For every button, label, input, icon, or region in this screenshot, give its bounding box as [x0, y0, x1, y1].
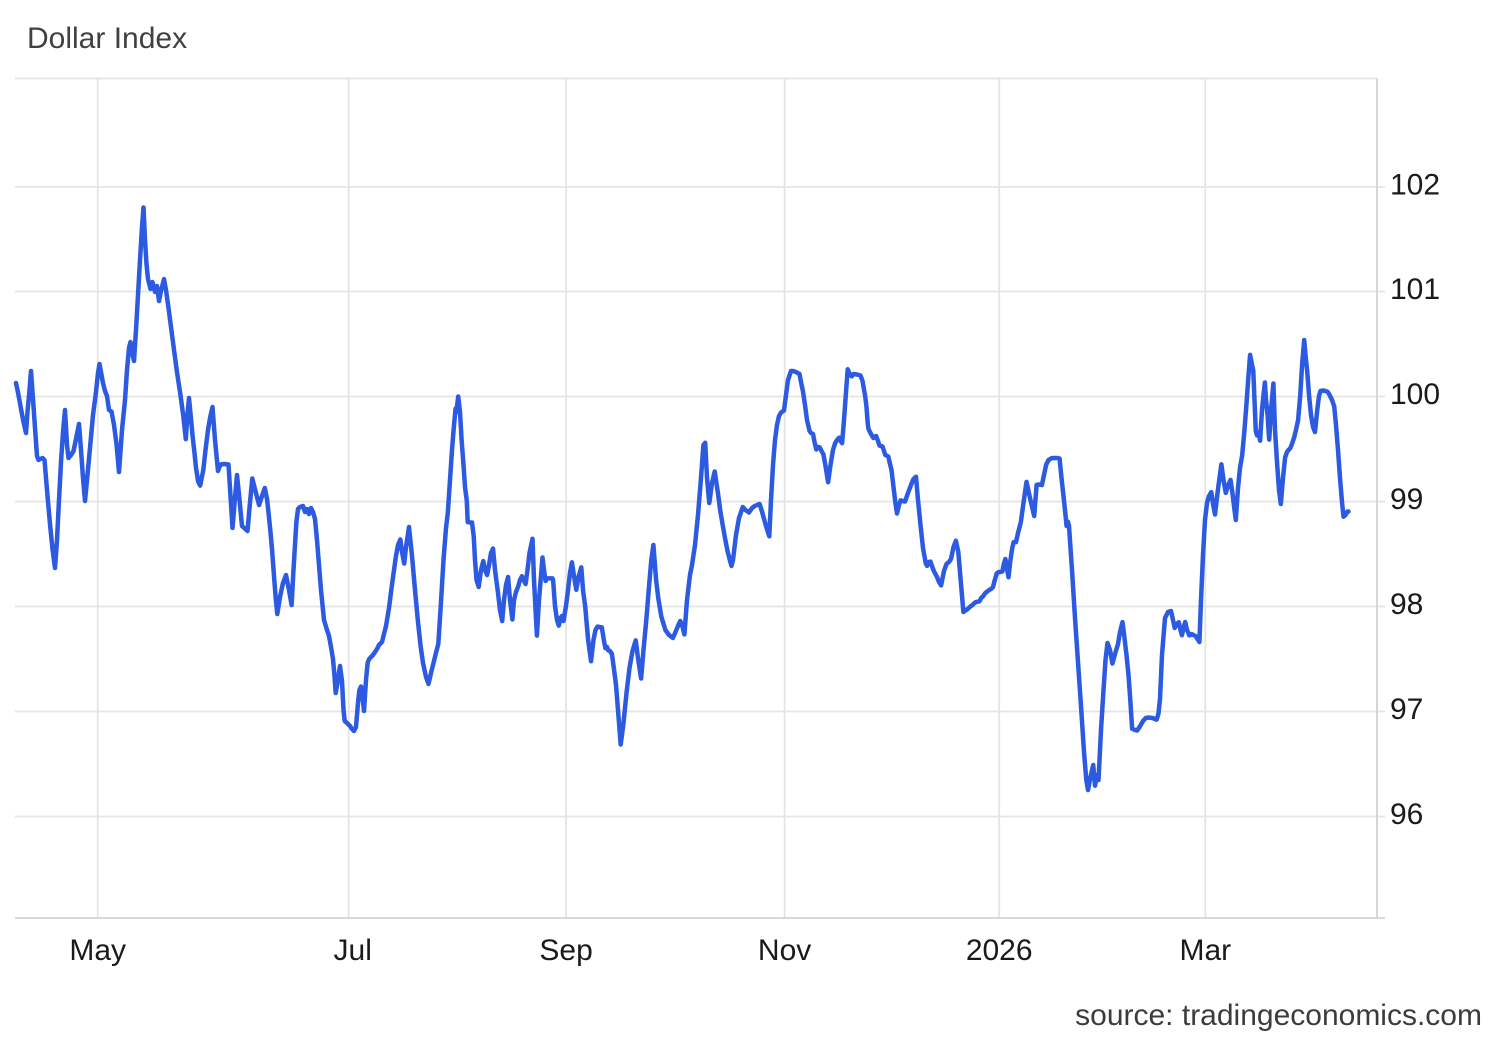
- svg-text:101: 101: [1390, 273, 1440, 306]
- svg-text:Nov: Nov: [758, 934, 811, 967]
- svg-text:Sep: Sep: [539, 934, 592, 967]
- svg-text:Jul: Jul: [334, 934, 372, 967]
- svg-text:102: 102: [1390, 169, 1440, 202]
- svg-text:96: 96: [1390, 798, 1423, 831]
- svg-text:98: 98: [1390, 588, 1423, 621]
- svg-text:99: 99: [1390, 483, 1423, 516]
- svg-text:Mar: Mar: [1179, 934, 1231, 967]
- svg-text:2026: 2026: [966, 934, 1033, 967]
- svg-text:May: May: [69, 934, 126, 967]
- svg-text:97: 97: [1390, 693, 1423, 726]
- svg-text:100: 100: [1390, 378, 1440, 411]
